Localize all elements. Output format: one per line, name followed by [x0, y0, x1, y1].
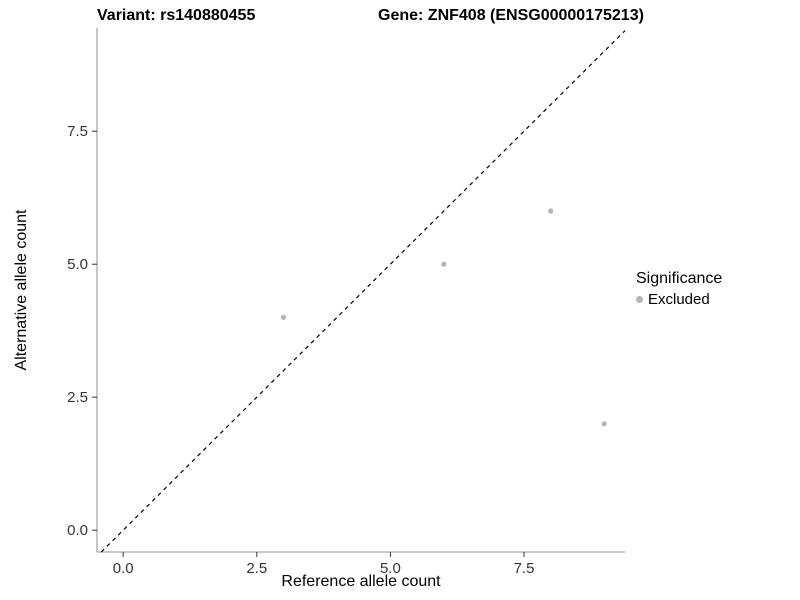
- y-tick-label: 2.5: [67, 389, 88, 406]
- y-tick-label: 0.0: [67, 522, 88, 539]
- legend-entry-label: Excluded: [648, 291, 710, 308]
- x-tick-label: 7.5: [514, 560, 535, 577]
- legend-entry-excluded: Excluded: [636, 291, 722, 308]
- x-tick-label: 2.5: [246, 560, 267, 577]
- scatter-point-excluded: [280, 314, 287, 320]
- legend: Significance Excluded: [636, 270, 722, 308]
- x-axis-label: Reference allele count: [281, 573, 441, 590]
- x-tick-label: 0.0: [113, 560, 134, 577]
- identity-line: [100, 30, 626, 553]
- legend-title: Significance: [636, 270, 723, 287]
- scatter-point-excluded: [441, 261, 447, 267]
- y-tick-label: 7.5: [67, 123, 88, 140]
- scatter-point-excluded: [548, 208, 554, 214]
- scatter-point-excluded: [601, 421, 607, 427]
- plot-title-variant: Variant: rs140880455: [97, 7, 256, 24]
- y-tick-label: 5.0: [67, 256, 88, 273]
- x-tick-label: 5.0: [380, 560, 401, 577]
- y-axis-label: Alternative allele count: [13, 209, 30, 371]
- excluded-point-icon: [636, 296, 643, 303]
- plot-title-gene: Gene: ZNF408 (ENSG00000175213): [378, 7, 644, 24]
